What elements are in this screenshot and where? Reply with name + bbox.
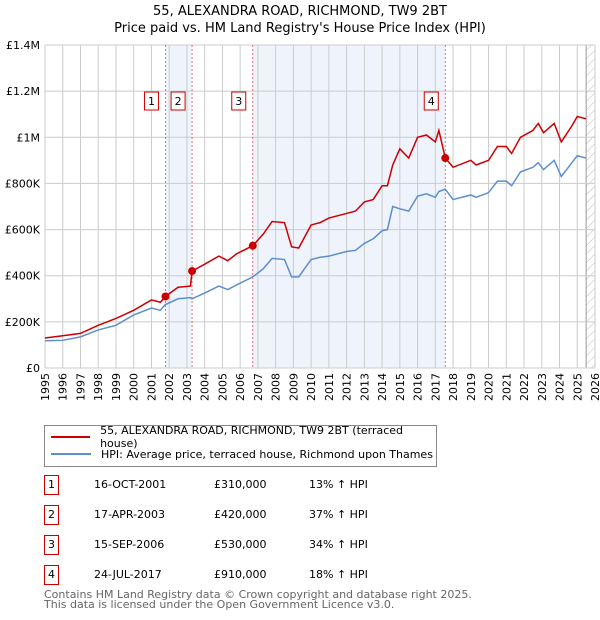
x-tick-label: 2004 — [199, 373, 212, 401]
transaction-number: 2 — [44, 505, 59, 525]
sale-label-box — [143, 91, 159, 111]
x-tick-label: 2018 — [447, 373, 460, 401]
x-tick-label: 2012 — [341, 373, 354, 401]
legend: 55, ALEXANDRA ROAD, RICHMOND, TW9 2BT (t… — [44, 424, 437, 467]
transaction-number: 4 — [44, 565, 59, 585]
sale-label: 2 — [175, 95, 182, 108]
x-tick-label: 2014 — [376, 373, 389, 401]
x-tick-label: 2022 — [518, 373, 531, 401]
transaction-number: 1 — [44, 475, 59, 495]
property-price-line — [44, 115, 587, 339]
sale-label: 4 — [428, 95, 435, 108]
sale-label-box — [231, 91, 247, 111]
transaction-number: 3 — [44, 535, 59, 555]
transaction-row: 3 15-SEP-2006 £530,000 34% ↑ HPI — [44, 535, 464, 555]
x-tick-label: 2001 — [145, 373, 158, 401]
x-tick-label: 2019 — [465, 373, 478, 401]
hpi-line — [44, 154, 587, 342]
x-tick-label: 2009 — [287, 373, 300, 401]
x-tick-label: 2025 — [571, 373, 584, 401]
footer: Contains HM Land Registry data © Crown c… — [44, 588, 472, 611]
x-tick-label: 2011 — [323, 373, 336, 401]
transaction-hpi: 18% ↑ HPI — [309, 568, 368, 581]
sale-label: 1 — [148, 95, 155, 108]
sale-point — [161, 292, 170, 301]
footer-line: This data is licensed under the Open Gov… — [44, 598, 395, 611]
sale-point — [441, 154, 450, 163]
x-tick-label: 1998 — [92, 373, 105, 401]
x-tick-label: 1999 — [110, 373, 123, 401]
y-tick-label: £400K — [5, 270, 41, 283]
y-tick-label: £0 — [26, 362, 40, 375]
legend-item-hpi: HPI: Average price, terraced house, Rich… — [45, 446, 433, 462]
x-tick-label: 1995 — [39, 373, 52, 401]
y-tick-label: £800K — [5, 177, 41, 190]
y-tick-label: £1.4M — [6, 39, 40, 52]
chart-subtitle: Price paid vs. HM Land Registry's House … — [114, 21, 486, 36]
footer-line: Contains HM Land Registry data © Crown c… — [44, 588, 472, 601]
x-tick-label: 2013 — [358, 373, 371, 401]
price-chart: 1995 1996 1997 1998 1999 2000 2001 2002 2003 2004… — [5, 39, 600, 401]
x-tick-label: 1996 — [57, 373, 70, 401]
transaction-row: 2 17-APR-2003 £420,000 37% ↑ HPI — [44, 505, 464, 525]
x-tick-label: 2024 — [554, 373, 567, 401]
transaction-row: 1 16-OCT-2001 £310,000 13% ↑ HPI — [44, 475, 464, 495]
transaction-price: £420,000 — [214, 508, 267, 521]
chart-title: 55, ALEXANDRA ROAD, RICHMOND, TW9 2BT — [153, 4, 447, 19]
legend-swatch — [51, 436, 91, 438]
x-tick-label: 2023 — [536, 373, 549, 401]
x-tick-label: 2005 — [216, 373, 229, 401]
sale-label: 3 — [235, 95, 242, 108]
transaction-hpi: 37% ↑ HPI — [309, 508, 368, 521]
x-tick-label: 2003 — [181, 373, 194, 401]
transaction-price: £910,000 — [214, 568, 267, 581]
transaction-row: 4 24-JUL-2017 £910,000 18% ↑ HPI — [44, 565, 464, 585]
legend-label: HPI: Average price, terraced house, Rich… — [101, 447, 433, 461]
transaction-date: 15-SEP-2006 — [94, 538, 165, 551]
transaction-date: 17-APR-2003 — [94, 508, 166, 521]
x-tick-label: 1997 — [74, 373, 87, 401]
transaction-hpi: 34% ↑ HPI — [309, 538, 368, 551]
transaction-price: £530,000 — [214, 538, 267, 551]
x-tick-label: 2000 — [128, 373, 141, 401]
legend-swatch — [51, 453, 91, 455]
y-tick-label: £1.2M — [6, 85, 40, 98]
transaction-hpi: 13% ↑ HPI — [309, 478, 368, 491]
x-tick-label: 2007 — [252, 373, 265, 401]
y-tick-label: £200K — [5, 316, 41, 329]
transaction-date: 16-OCT-2001 — [94, 478, 167, 491]
x-tick-label: 2015 — [394, 373, 407, 401]
sale-label-box — [423, 91, 439, 111]
x-tick-label: 2008 — [270, 373, 283, 401]
y-tick-label: £1M — [17, 131, 41, 144]
x-tick-label: 2021 — [500, 373, 513, 401]
transaction-date: 24-JUL-2017 — [94, 568, 162, 581]
y-tick-label: £600K — [5, 224, 41, 237]
legend-label: 55, ALEXANDRA ROAD, RICHMOND, TW9 2BT (t… — [100, 424, 404, 450]
x-tick-label: 2002 — [163, 373, 176, 401]
shaded-range — [252, 45, 446, 368]
transaction-price: £310,000 — [214, 478, 267, 491]
sale-point — [248, 241, 257, 250]
sale-point — [188, 267, 197, 276]
x-tick-label: 2017 — [429, 373, 442, 401]
forecast-hatch — [586, 45, 595, 368]
x-tick-label: 2010 — [305, 373, 318, 401]
sale-label-box — [170, 91, 186, 111]
x-tick-label: 2026 — [589, 373, 600, 401]
x-tick-label: 2020 — [483, 373, 496, 401]
legend-item-property: 55, ALEXANDRA ROAD, RICHMOND, TW9 2BT (t… — [45, 424, 436, 450]
x-tick-label: 2006 — [234, 373, 247, 401]
x-tick-label: 2016 — [412, 373, 425, 401]
